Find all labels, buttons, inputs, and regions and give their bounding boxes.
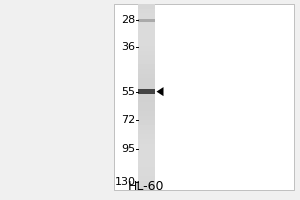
Bar [138,171,154,176]
Bar [138,111,154,116]
Bar [138,162,154,167]
Bar [138,167,154,171]
Bar [138,50,154,55]
Bar [138,23,154,27]
Bar [138,60,154,64]
Text: 28: 28 [121,15,136,25]
Text: 55: 55 [122,87,136,97]
Bar [138,153,154,157]
Bar [138,74,154,78]
Bar [138,144,154,148]
Bar [138,185,154,190]
Bar [138,92,154,97]
Bar [138,102,154,106]
Bar [138,157,154,162]
Bar [138,120,154,125]
Bar [138,116,154,120]
Bar [138,9,154,13]
Bar [138,97,154,102]
Text: 95: 95 [122,144,136,154]
Bar [138,88,154,92]
Bar [138,134,154,139]
Bar [138,37,154,41]
Bar [138,125,154,130]
Bar [138,69,154,74]
Bar [138,139,154,144]
Bar [138,4,154,9]
Bar [138,106,154,111]
Bar [138,148,154,153]
Bar [138,176,154,181]
Polygon shape [157,87,164,96]
Bar [138,181,154,185]
Bar [138,13,154,18]
Bar [138,41,154,46]
Bar [138,4,154,190]
Text: 130: 130 [115,177,136,187]
Text: 36: 36 [122,42,136,52]
Bar [138,130,154,134]
Bar [138,32,154,37]
Bar [138,46,154,50]
Bar [114,4,294,190]
Bar [138,18,154,23]
Bar [138,89,154,94]
Text: 72: 72 [121,115,136,125]
Bar [138,64,154,69]
Text: HL-60: HL-60 [128,180,165,193]
Bar [138,83,154,88]
Bar [138,78,154,83]
Bar [138,19,154,22]
Bar [138,55,154,60]
Bar [138,27,154,32]
